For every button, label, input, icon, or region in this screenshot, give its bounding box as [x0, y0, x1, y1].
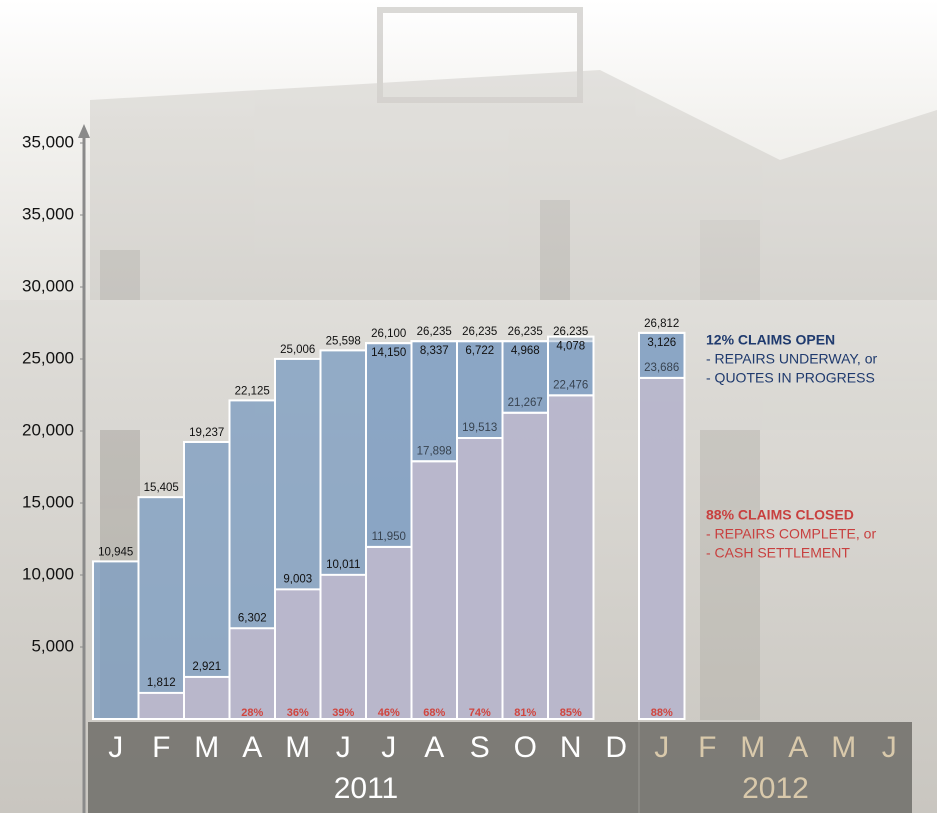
month-label: F: [152, 731, 170, 764]
open-bar: [410, 340, 458, 463]
closed-label: 21,267: [508, 397, 543, 409]
total-label: 26,812: [644, 318, 679, 330]
y-tick-label: 5,000: [31, 636, 74, 655]
closed-label: 19,513: [462, 422, 497, 434]
y-tick-label: 30,000: [22, 276, 74, 295]
month-band: [88, 722, 912, 813]
annotation-line: - CASH SETTLEMENT: [706, 545, 850, 561]
y-tick-label: 25,000: [22, 348, 74, 367]
closed-bar: [319, 573, 367, 721]
closed-share-label: 85%: [560, 707, 582, 719]
month-label: A: [788, 731, 808, 764]
total-label: 10,945: [98, 546, 133, 558]
open-bar: [501, 340, 549, 414]
closed-share-label: 68%: [423, 707, 445, 719]
closed-label: 10,011: [326, 559, 360, 571]
month-label: J: [654, 731, 669, 764]
month-label: A: [242, 731, 262, 764]
month-label: J: [882, 731, 897, 764]
closed-share-label: 46%: [378, 707, 400, 719]
open-label: 6,722: [465, 345, 494, 357]
closed-label: 17,898: [417, 445, 452, 457]
total-label: 25,598: [326, 335, 361, 347]
closed-label: 22,476: [553, 379, 588, 391]
year-label: 2011: [334, 772, 399, 805]
closed-share-label: 36%: [287, 707, 309, 719]
closed-label: 11,950: [372, 531, 406, 543]
month-label: O: [514, 731, 537, 764]
month-label: J: [108, 731, 123, 764]
closed-bar: [137, 691, 185, 721]
closed-label: 6,302: [238, 612, 267, 624]
open-label: 4,078: [556, 341, 585, 353]
month-label: F: [698, 731, 716, 764]
month-label: N: [560, 731, 582, 764]
total-label: 26,235: [462, 326, 497, 338]
total-label: 26,235: [417, 326, 452, 338]
closed-bar: [274, 588, 322, 721]
open-bar: [638, 331, 686, 379]
closed-share-label: 28%: [241, 707, 263, 719]
month-label: S: [470, 731, 490, 764]
closed-bar: [547, 394, 595, 720]
month-label: A: [424, 731, 444, 764]
closed-label: 23,686: [644, 362, 679, 374]
closed-bar: [456, 437, 504, 720]
total-bar: [92, 560, 140, 721]
total-label: 26,235: [553, 326, 588, 338]
total-label: 19,237: [189, 427, 224, 439]
annotation-line: - REPAIRS UNDERWAY, or: [706, 351, 877, 367]
month-label: J: [336, 731, 351, 764]
annotation-line: - REPAIRS COMPLETE, or: [706, 526, 876, 542]
total-bar: [183, 440, 231, 720]
closed-share-label: 88%: [651, 707, 673, 719]
open-bar: [547, 335, 595, 397]
total-label: 25,006: [280, 344, 315, 356]
closed-share-label: 81%: [514, 707, 536, 719]
annotation-title: 12% CLAIMS OPEN: [706, 332, 835, 348]
y-tick-label: 10,000: [22, 564, 74, 583]
total-bar: [137, 496, 185, 720]
closed-bar: [183, 675, 231, 721]
closed-share-label: 74%: [469, 707, 491, 719]
month-label: J: [381, 731, 396, 764]
y-tick-label: 15,000: [22, 492, 74, 511]
month-label: M: [285, 731, 310, 764]
annotation-line: - QUOTES IN PROGRESS: [706, 370, 875, 386]
closed-share-label: 39%: [332, 707, 354, 719]
open-label: 3,126: [647, 337, 676, 349]
y-tick-label: 20,000: [22, 420, 74, 439]
open-label: 14,150: [371, 347, 406, 359]
year-label: 2012: [742, 772, 809, 805]
closed-label: 2,921: [192, 661, 221, 673]
total-label: 26,235: [508, 326, 543, 338]
month-label: M: [194, 731, 219, 764]
y-axis-arrow: [78, 124, 90, 138]
y-tick-label: 35,000: [22, 132, 74, 151]
closed-bar: [501, 411, 549, 720]
total-label: 22,125: [235, 385, 270, 397]
closed-label: 1,812: [147, 677, 176, 689]
open-label: 4,968: [511, 345, 540, 357]
closed-bar: [228, 627, 276, 721]
closed-label: 9,003: [283, 573, 312, 585]
month-label: M: [740, 731, 765, 764]
y-tick-label: 35,000: [22, 204, 74, 223]
closed-bar: [410, 460, 458, 720]
total-label: 15,405: [144, 482, 179, 494]
closed-bar: [365, 545, 413, 720]
annotation-title: 88% CLAIMS CLOSED: [706, 507, 854, 523]
month-label: M: [831, 731, 856, 764]
open-bar: [365, 342, 413, 548]
open-label: 8,337: [420, 345, 449, 357]
closed-bar: [638, 376, 686, 720]
month-label: D: [605, 731, 627, 764]
open-bar: [456, 340, 504, 440]
total-label: 26,100: [371, 328, 406, 340]
